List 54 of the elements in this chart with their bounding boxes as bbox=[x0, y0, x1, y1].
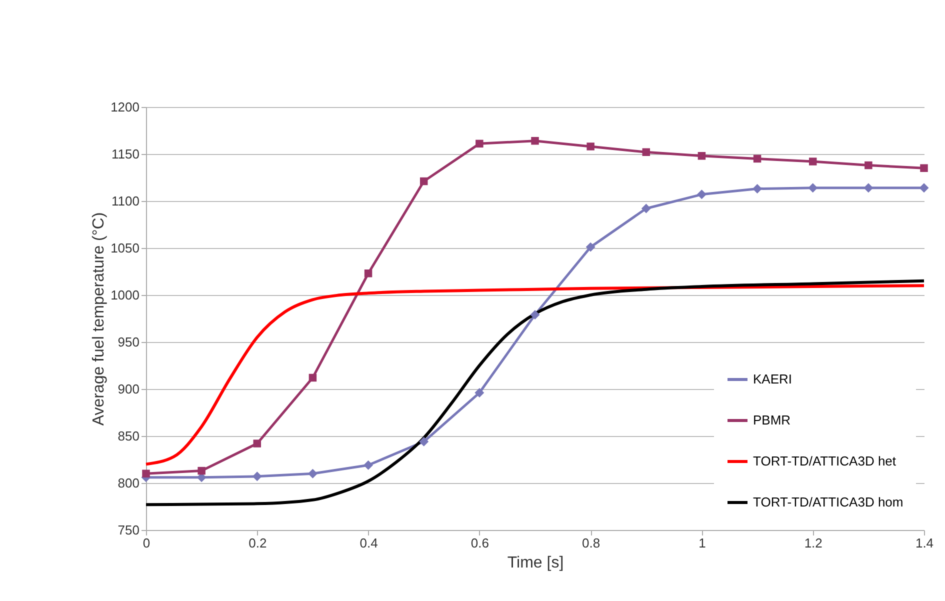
y-tick-label: 1100 bbox=[112, 194, 140, 208]
point bbox=[252, 472, 262, 482]
point bbox=[808, 158, 817, 166]
y-tick-label: 1000 bbox=[110, 288, 140, 302]
point bbox=[364, 270, 372, 278]
point bbox=[753, 154, 762, 163]
point bbox=[308, 468, 318, 478]
x-tick-label: 0 bbox=[142, 536, 150, 550]
line-series bbox=[144, 279, 926, 506]
x-tick-label: 0.2 bbox=[248, 536, 267, 550]
x-tick-label: 0.8 bbox=[582, 536, 600, 550]
point bbox=[530, 310, 540, 320]
legend-label: KAERI bbox=[753, 372, 792, 386]
x-tick-label: 1.4 bbox=[915, 536, 934, 550]
line-series bbox=[144, 284, 926, 466]
point bbox=[752, 184, 762, 194]
y-tick-label: 950 bbox=[118, 334, 140, 350]
point bbox=[531, 136, 539, 145]
point bbox=[641, 204, 651, 214]
point bbox=[696, 190, 706, 200]
point bbox=[419, 436, 429, 446]
y-tick-label: 750 bbox=[118, 522, 140, 538]
point bbox=[420, 177, 428, 186]
point bbox=[586, 242, 596, 252]
point bbox=[586, 142, 594, 150]
point bbox=[864, 161, 872, 170]
x-tick-label: 0.4 bbox=[360, 536, 378, 550]
point bbox=[864, 183, 874, 193]
legend-label: TORT-TD/ATTICA3D hom bbox=[753, 494, 904, 510]
point bbox=[476, 140, 484, 148]
y-tick-label: 1050 bbox=[110, 240, 140, 256]
y-tick-label: 800 bbox=[118, 476, 140, 490]
point bbox=[642, 148, 650, 156]
point bbox=[698, 152, 706, 160]
point bbox=[253, 440, 262, 448]
point bbox=[474, 388, 484, 398]
x-tick-label: 1 bbox=[698, 536, 706, 550]
y-axis-title: Average fuel temperature (°C) bbox=[90, 212, 108, 426]
y-tick-label: 1200 bbox=[110, 100, 140, 114]
x-tick-label: 1.2 bbox=[804, 536, 822, 550]
point bbox=[308, 374, 317, 382]
point bbox=[920, 164, 928, 172]
point bbox=[142, 470, 150, 478]
legend-label: PBMR bbox=[753, 412, 791, 428]
legend-label: TORT-TD/ATTICA3D het bbox=[753, 454, 896, 468]
x-axis-title: Time [s] bbox=[507, 554, 564, 572]
y-tick-label: 900 bbox=[118, 382, 140, 396]
point bbox=[919, 183, 929, 193]
x-tick-label: 0.6 bbox=[470, 536, 489, 550]
y-tick-label: 850 bbox=[118, 428, 140, 444]
point bbox=[364, 460, 374, 470]
point bbox=[198, 466, 206, 475]
point bbox=[808, 183, 818, 193]
y-tick-label: 1150 bbox=[112, 146, 140, 162]
